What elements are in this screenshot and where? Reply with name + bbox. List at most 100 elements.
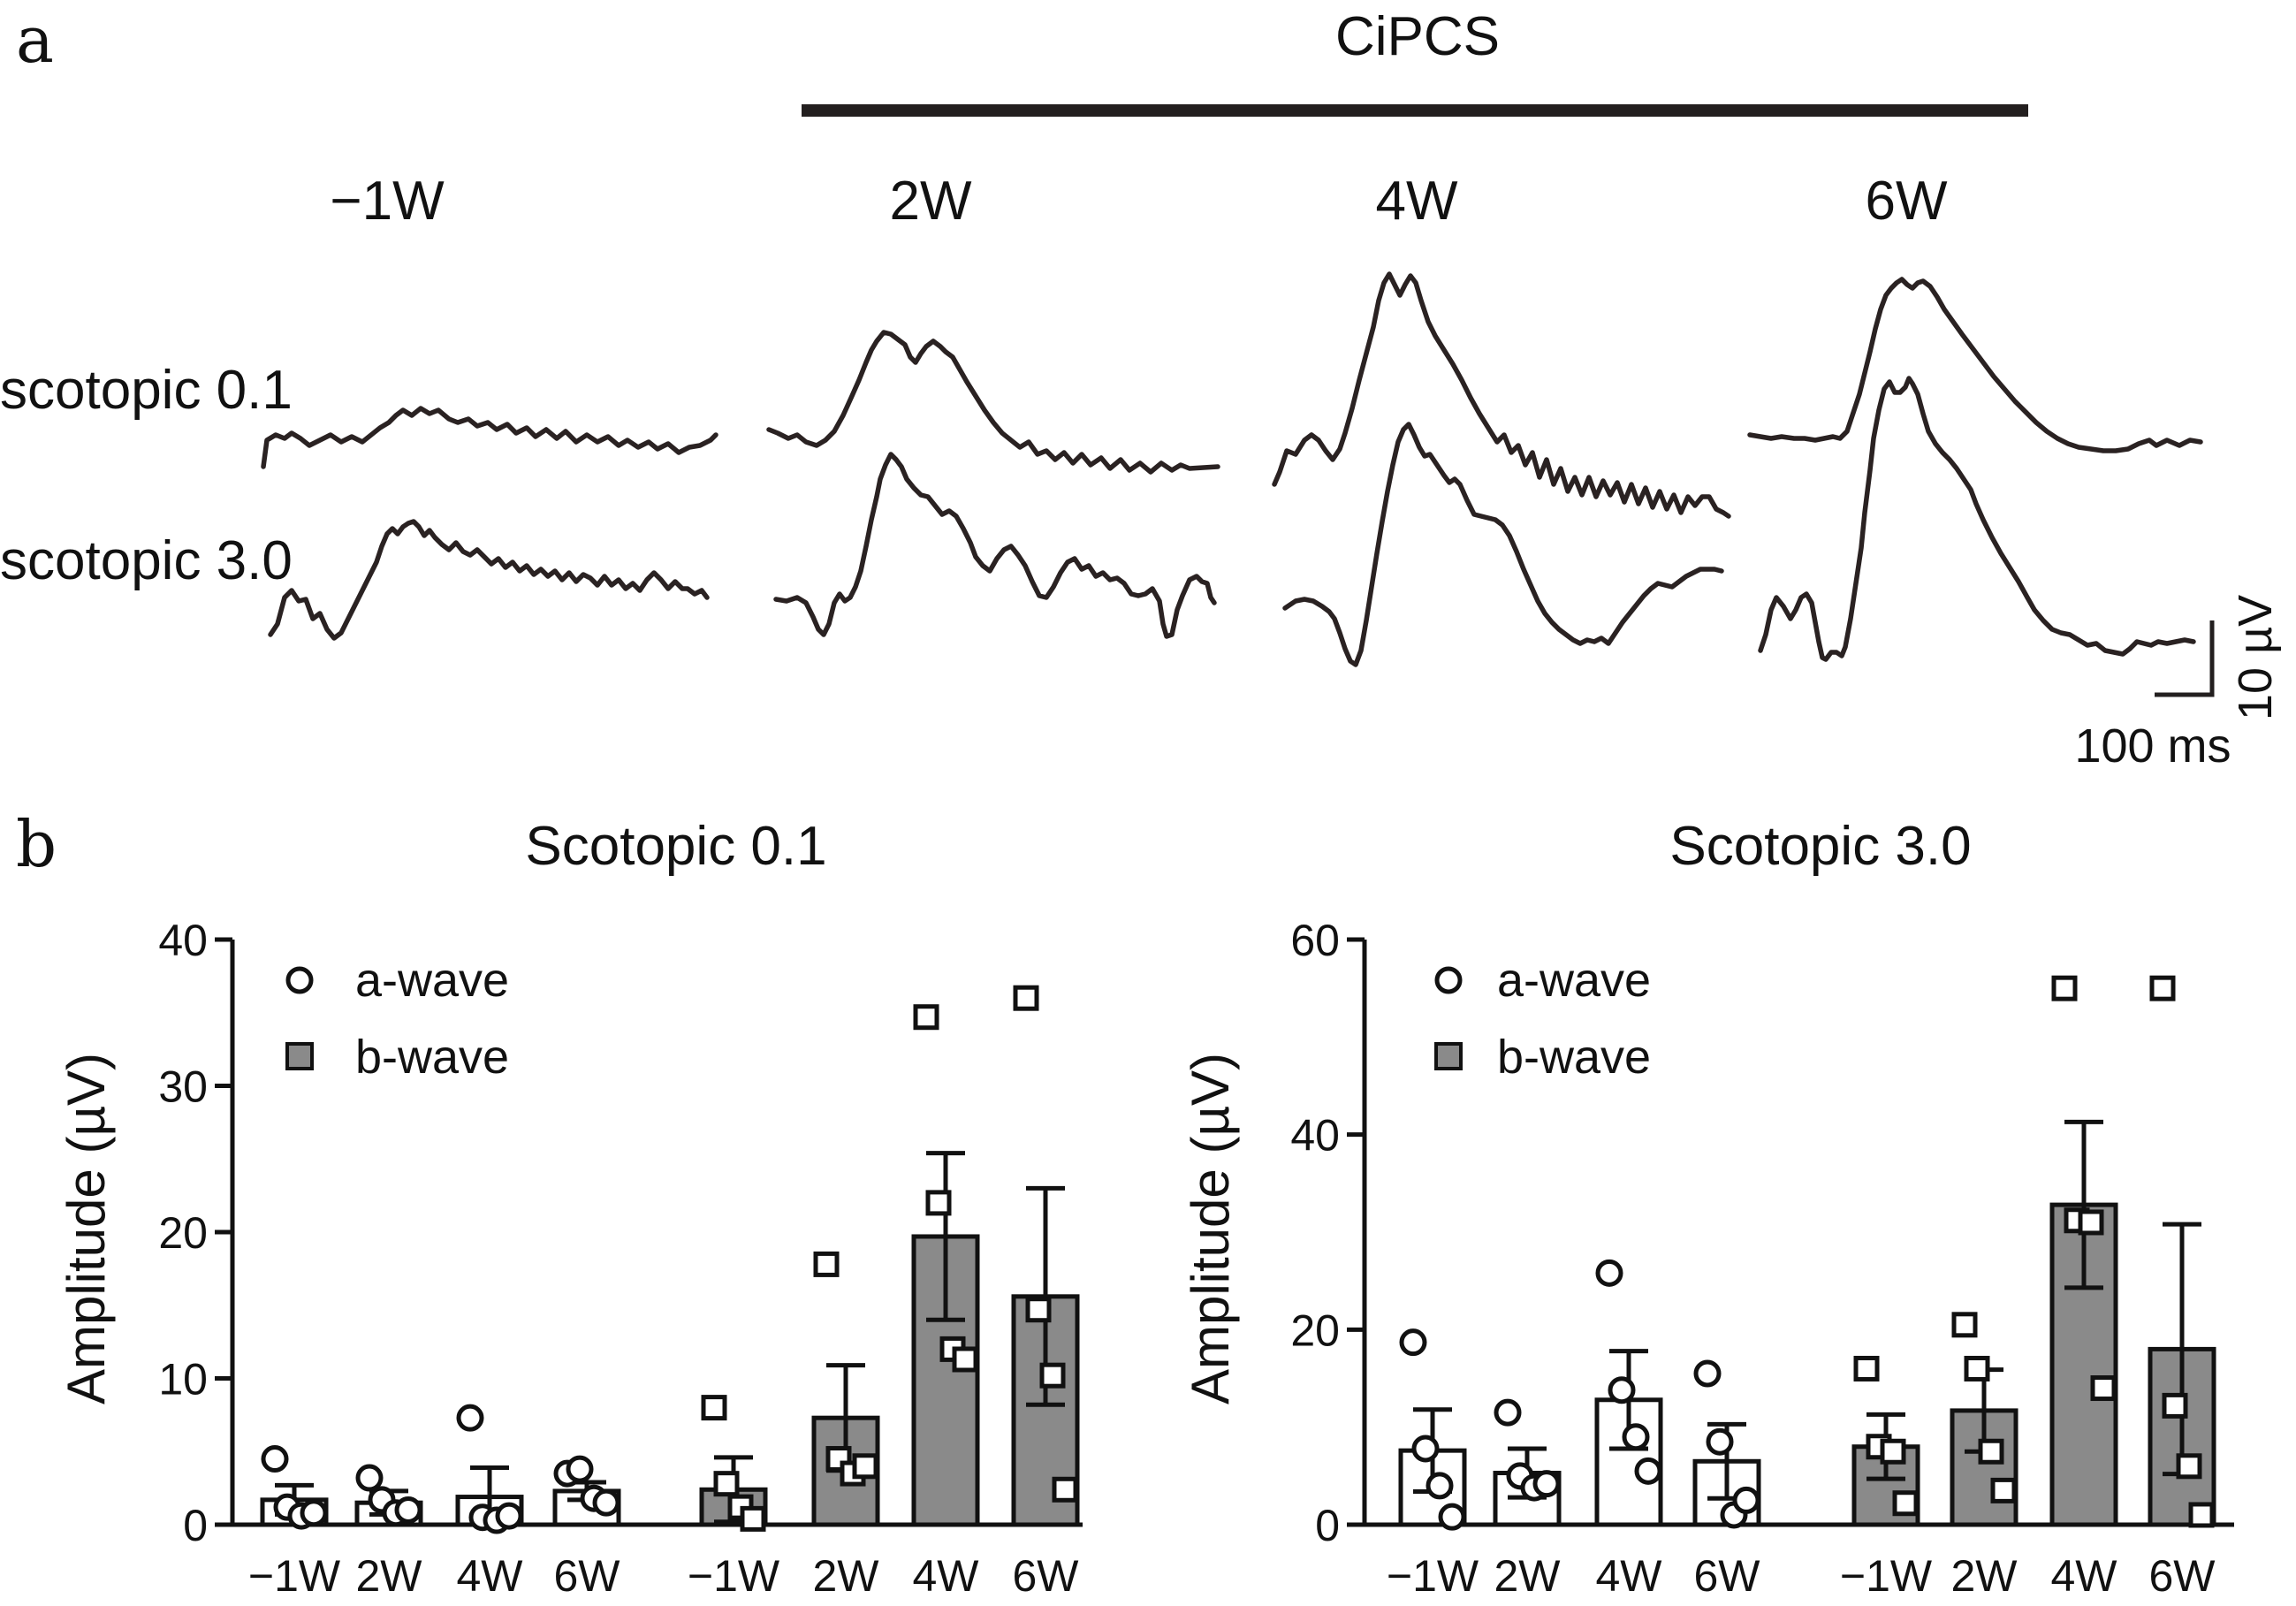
legend-b-wave-label: b-wave	[1497, 1031, 1651, 1084]
legend-a-wave-label: a-wave	[355, 954, 509, 1007]
erg-trace-s30-6w	[1758, 376, 2196, 662]
y-tick-label: 30	[158, 1062, 208, 1112]
chart-title: Scotopic 0.1	[525, 816, 826, 877]
data-point-b-wave	[813, 1251, 840, 1277]
data-point-b-wave	[1990, 1477, 2017, 1503]
data-point-b-wave	[2176, 1453, 2202, 1480]
data-point-b-wave	[1978, 1438, 2004, 1465]
data-point-b-wave	[701, 1395, 727, 1421]
data-point-b-wave	[1853, 1355, 1880, 1381]
data-point-a-wave	[261, 1445, 289, 1473]
y-tick-label: 20	[158, 1208, 208, 1258]
panel-a: a CiPCS −1W 2W 4W 6W scotopic 0.1 scotop…	[0, 3, 2282, 773]
legend-a-wave-label: a-wave	[1497, 954, 1651, 1007]
x-tick-label: 2W	[1494, 1551, 1562, 1601]
data-point-a-wave	[1438, 1503, 1466, 1531]
panel-b-letter: b	[16, 807, 57, 881]
data-point-a-wave	[592, 1488, 620, 1517]
scale-bar-horizontal-label: 100 ms	[2074, 719, 2231, 773]
data-point-b-wave	[2149, 975, 2176, 1001]
data-point-b-wave	[1964, 1355, 1990, 1381]
data-point-b-wave	[2188, 1502, 2215, 1528]
legend: a-wave b-wave	[285, 954, 509, 1084]
erg-trace-s30-2w	[773, 452, 1217, 639]
scale-bar-vertical-label: 10 µV	[2229, 595, 2282, 720]
data-point-a-wave	[1411, 1435, 1440, 1463]
x-tick-label: 6W	[1694, 1551, 1761, 1601]
data-point-a-wave	[355, 1464, 384, 1492]
chart-scotopic-3-0: Scotopic 3.0 Amplitude (µV) a-wave b-wav…	[1181, 816, 2234, 1601]
legend-a-wave-marker	[1434, 966, 1463, 994]
x-tick-label: 2W	[356, 1551, 423, 1601]
y-axis-title: Amplitude (µV)	[1181, 1053, 1240, 1404]
row-label-scotopic-0-1: scotopic 0.1	[0, 360, 293, 421]
data-point-a-wave	[1494, 1398, 1522, 1427]
data-point-a-wave	[394, 1496, 422, 1524]
treatment-label: CiPCS	[1335, 6, 1500, 67]
timepoint-label-4w: 4W	[1376, 171, 1458, 232]
data-point-b-wave	[913, 1004, 939, 1031]
timepoint-label-2w: 2W	[890, 171, 972, 232]
data-point-a-wave	[1634, 1457, 1662, 1485]
data-point-a-wave	[300, 1499, 328, 1527]
data-point-a-wave	[1622, 1423, 1650, 1451]
data-point-b-wave	[2051, 975, 2078, 1001]
data-point-b-wave	[1880, 1438, 1906, 1465]
erg-trace-s30-4w	[1282, 422, 1724, 667]
x-tick-label: 2W	[813, 1551, 880, 1601]
y-axis-title: Amplitude (µV)	[57, 1053, 116, 1404]
data-point-a-wave	[1693, 1359, 1722, 1388]
data-point-a-wave	[1532, 1470, 1561, 1498]
data-point-b-wave	[1951, 1312, 1978, 1338]
legend-a-wave-marker	[285, 966, 314, 994]
data-point-a-wave	[495, 1502, 523, 1530]
y-tick-label: 0	[183, 1501, 208, 1550]
chart-title: Scotopic 3.0	[1669, 816, 1971, 877]
data-point-a-wave	[1595, 1259, 1623, 1287]
plot-area: 0 10 20 30 40 −1W 2W 4W 6W −1W 2W 4W 6W	[158, 916, 1083, 1601]
x-tick-label: 6W	[1013, 1551, 1080, 1601]
scale-bar	[2155, 620, 2215, 697]
data-point-a-wave	[1425, 1472, 1454, 1500]
data-point-b-wave	[925, 1190, 952, 1216]
x-tick-label: 2W	[1951, 1551, 2019, 1601]
data-point-b-wave	[1052, 1476, 1078, 1503]
erg-trace-s01-2w	[766, 330, 1220, 475]
y-tick-label: 10	[158, 1355, 208, 1404]
x-tick-label: −1W	[1840, 1551, 1933, 1601]
data-point-a-wave	[1732, 1486, 1760, 1514]
data-point-b-wave	[2078, 1209, 2104, 1236]
x-tick-label: 4W	[2051, 1551, 2118, 1601]
legend-b-wave-label: b-wave	[355, 1031, 509, 1084]
x-tick-label: 6W	[554, 1551, 621, 1601]
data-point-a-wave	[1706, 1427, 1734, 1456]
erg-trace-s01-4w	[1272, 271, 1731, 519]
x-tick-label: 4W	[1596, 1551, 1663, 1601]
y-tick-label: 60	[1290, 916, 1340, 965]
data-point-a-wave	[456, 1404, 484, 1432]
chart-scotopic-0-1: Scotopic 0.1 Amplitude (µV) a-wave b-wav…	[57, 816, 1083, 1601]
y-tick-label: 20	[1290, 1305, 1340, 1355]
data-point-b-wave	[1013, 985, 1039, 1011]
erg-trace-s01-6w	[1747, 277, 2203, 453]
data-point-a-wave	[566, 1455, 594, 1483]
x-tick-label: −1W	[1387, 1551, 1479, 1601]
panel-b: b Scotopic 0.1 Amplitude (µV) a-wave b-w…	[16, 807, 2234, 1601]
legend-b-wave-marker	[285, 1042, 314, 1070]
timepoint-label-6w: 6W	[1866, 171, 1948, 232]
data-point-b-wave	[952, 1346, 978, 1373]
data-point-a-wave	[1399, 1328, 1427, 1357]
data-point-a-wave	[1608, 1376, 1636, 1404]
y-tick-label: 40	[158, 916, 208, 965]
x-tick-label: 4W	[457, 1551, 524, 1601]
plot-area: 0 20 40 60 −1W 2W 4W 6W −1W 2W 4W 6W	[1290, 916, 2234, 1601]
x-tick-label: 4W	[913, 1551, 980, 1601]
panel-a-letter: a	[16, 3, 54, 77]
row-label-scotopic-3-0: scotopic 3.0	[0, 530, 293, 591]
data-point-b-wave	[1892, 1490, 1919, 1517]
data-point-b-wave	[740, 1505, 766, 1532]
erg-trace-s30-minus1w	[268, 519, 710, 641]
erg-trace-s01-minus1w	[261, 406, 718, 469]
y-tick-label: 40	[1290, 1111, 1340, 1161]
legend-b-wave-marker	[1434, 1042, 1463, 1070]
